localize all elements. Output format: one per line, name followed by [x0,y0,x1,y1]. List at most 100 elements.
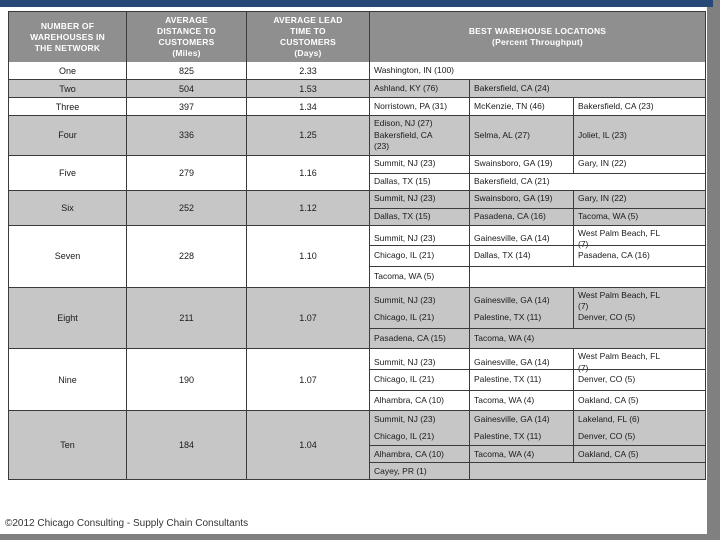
location-entry: Oakland, CA (5) [573,446,705,463]
warehouses-cell: Eight [57,313,78,323]
location-subrow: Summit, NJ (23) Swainsboro, GA (19) Gary, … [370,190,705,208]
table-row: Four 336 1.25 Edison, NJ (27) Bakersfield, … [9,115,705,155]
location-entry: Alhambra, CA (10) [374,394,444,405]
table-row: One 825 2.33 Washington, IN (100) [9,62,705,80]
location-subrow: Washington, IN (100) [370,62,705,79]
header-locations: BEST WAREHOUSE LOCATIONS (Percent Throug… [369,12,705,63]
location-subrow: Norristown, PA (31) McKenzie, TN (46) Bake… [370,98,705,116]
location-entry: Norristown, PA (31) [374,100,448,111]
location-entry: Lakeland, FL (6) [573,411,705,429]
lead-time-cell: 1.04 [246,411,369,480]
location-entry: Tacoma, WA (4) [469,390,573,411]
location-subrow: Tacoma, WA (5) [370,265,705,287]
distance-cell: 190 [126,349,246,411]
lead-time-cell: 1.16 [246,155,369,190]
location-entry: Gainesville, GA (14) [469,287,573,315]
location-entry [469,266,705,287]
location-entry: Denver, CO (5) [573,307,705,328]
locations-cell: Summit, NJ (23) Gainesville, GA (14) West … [369,349,705,411]
location-subrow: Chicago, IL (21) Palestine, TX (11) Denver… [370,307,705,328]
table-header-row: NUMBER OF WAREHOUSES IN THE NETWORK AVER… [9,12,705,63]
location-entry: Summit, NJ (23) [374,158,436,169]
table-row: Ten 184 1.04 Summit, NJ (23) Gainesville, GA… [9,410,705,480]
location-entry: Pasadena, CA (16) [469,208,573,225]
distance-cell: 504 [126,80,246,98]
distance-cell: 279 [126,155,246,190]
table-row: Nine 190 1.07 Summit, NJ (23) Gainesville, G… [9,348,705,411]
location-entry: Washington, IN (100) [374,64,454,75]
location-subrow: Dallas, TX (15) Pasadena, CA (16) Tacoma, … [370,207,705,225]
location-entry: West Palm Beach, FL (7) [573,349,705,377]
location-entry: Swainsboro, GA (19) [469,190,573,208]
location-entry: Tacoma, WA (5) [573,208,705,225]
lead-time-cell: 1.12 [246,190,369,225]
header-warehouses: NUMBER OF WAREHOUSES IN THE NETWORK [30,20,105,53]
location-subrow: Ashland, KY (76) Bakersfield, CA (24) [370,80,705,98]
location-entry: Chicago, IL (21) [374,431,435,442]
location-entry: Summit, NJ (23) [374,414,436,425]
location-subrow: Cayey, PR (1) [370,462,705,480]
warehouses-cell: Two [59,83,76,94]
location-subrow: Summit, NJ (23) Gainesville, GA (14) West … [370,225,705,253]
location-entry: Tacoma, WA (4) [469,446,573,463]
page: NUMBER OF WAREHOUSES IN THE NETWORK AVER… [0,7,707,534]
location-entry: Chicago, IL (21) [374,311,435,322]
lead-time-cell: 1.34 [246,98,369,116]
location-subrow: Alhambra, CA (10) Tacoma, WA (4) Oakland, … [370,389,705,411]
warehouses-cell: Six [61,202,74,213]
location-entry: Summit, NJ (23) [374,193,436,204]
locations-cell: Summit, NJ (23) Gainesville, GA (14) West … [369,225,705,287]
location-entry: Swainsboro, GA (19) [469,155,573,173]
location-entry: Selma, AL (27) [469,116,573,155]
location-entry: Denver, CO (5) [573,428,705,446]
location-entry: Summit, NJ (23) [374,295,436,306]
location-subrow: Summit, NJ (23) Gainesville, GA (14) West … [370,287,705,315]
location-entry: Tacoma, WA (5) [374,270,435,281]
locations-cell: Summit, NJ (23) Gainesville, GA (14) Lakel… [369,411,705,480]
location-subrow: Pasadena, CA (15) Tacoma, WA (4) [370,327,705,349]
locations-cell: Summit, NJ (23) Swainsboro, GA (19) Gary, … [369,155,705,190]
location-subrow: Chicago, IL (21) Palestine, TX (11) Denver… [370,369,705,390]
location-subrow: Chicago, IL (21) Palestine, TX (11) Denver… [370,428,705,446]
table-row: Eight 211 1.07 Summit, NJ (23) Gainesville, … [9,286,705,349]
warehouses-cell: Three [55,101,80,112]
lead-time-cell: 1.07 [246,287,369,349]
location-entry: Bakersfield, CA (24) [469,80,705,98]
location-entry: Dallas, TX (15) [374,210,431,221]
distance-cell: 228 [126,225,246,287]
location-entry: Gainesville, GA (14) [469,411,573,429]
warehouses-cell: Four [58,130,77,141]
top-accent-bar [0,0,713,7]
location-subrow: Edison, NJ (27) Bakersfield, CA (23) Selm… [370,116,705,155]
distance-cell: 397 [126,98,246,116]
location-entry [469,463,705,480]
location-entry: Chicago, IL (21) [374,250,435,261]
location-subrow: Summit, NJ (23) Gainesville, GA (14) West … [370,349,705,377]
lead-time-cell: 1.07 [246,349,369,411]
warehouses-cell: Nine [58,374,77,385]
location-entry: West Palm Beach, FL (7) [573,287,705,315]
lead-time-cell: 1.10 [246,225,369,287]
location-subrow: Summit, NJ (23) Swainsboro, GA (19) Gary, … [370,155,705,173]
location-entry: Palestine, TX (11) [469,370,573,390]
location-subrow: Alhambra, CA (10) Tacoma, WA (4) Oakland, … [370,445,705,463]
locations-cell: Norristown, PA (31) McKenzie, TN (46) Bake… [369,98,705,116]
location-entry: Tacoma, WA (4) [469,328,705,349]
location-entry: Summit, NJ (23) [374,233,436,244]
table-row: Five 279 1.16 Summit, NJ (23) Swainsboro, GA… [9,154,705,190]
location-entry: McKenzie, TN (46) [469,98,573,116]
table-body: One 825 2.33 Washington, IN (100) Two 504 1.53… [9,62,705,480]
location-entry: Gary, IN (22) [573,155,705,173]
table-row: Three 397 1.34 Norristown, PA (31) McKenzie,… [9,97,705,116]
warehouses-cell: Five [58,167,76,178]
warehouses-cell: Ten [60,440,75,451]
location-entry: Denver, CO (5) [573,370,705,390]
warehouses-cell: One [58,65,76,76]
location-entry: Cayey, PR (1) [374,465,427,476]
lead-time-cell: 1.25 [246,116,369,155]
location-subrow: Chicago, IL (21) Dallas, TX (14) Pasadena,… [370,245,705,266]
location-entry: Palestine, TX (11) [469,428,573,446]
location-entry: West Palm Beach, FL (7) [573,225,705,253]
locations-cell: Summit, NJ (23) Swainsboro, GA (19) Gary, … [369,190,705,225]
location-subrow: Dallas, TX (15) Bakersfield, CA (21) [370,172,705,190]
